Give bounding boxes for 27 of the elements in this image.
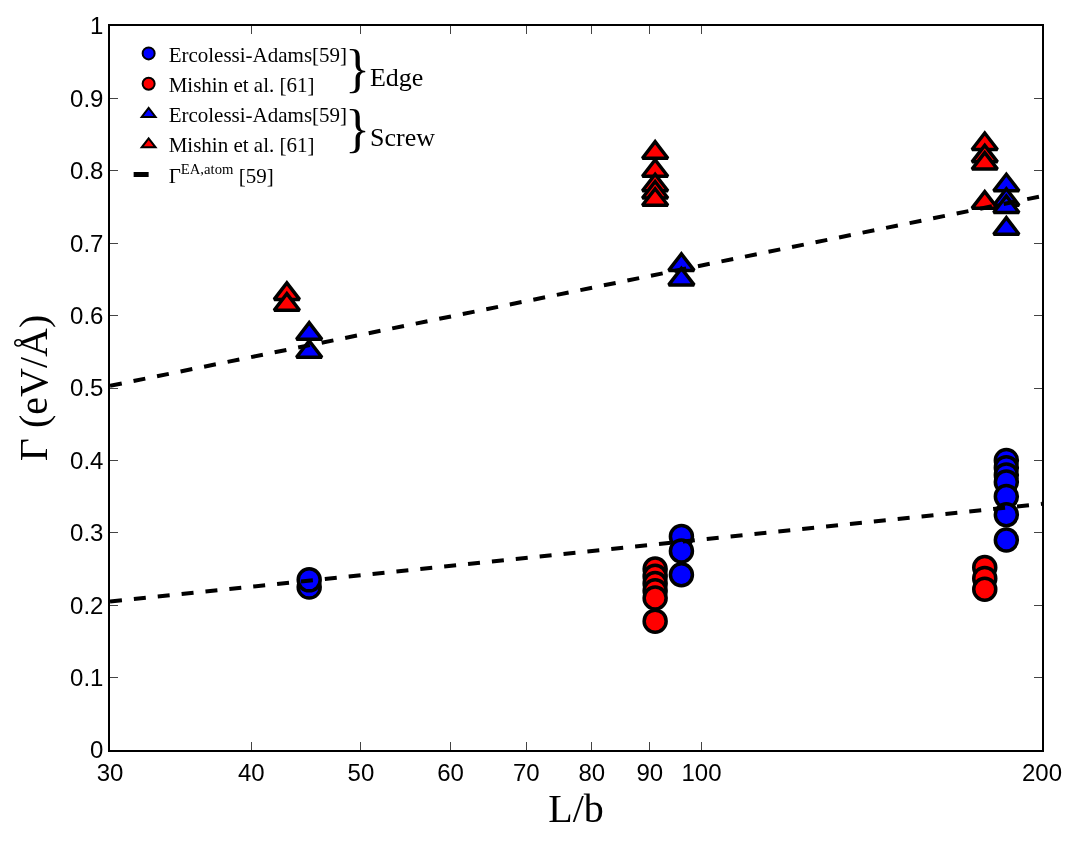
legend-label: Mishin et al. [61] bbox=[168, 72, 315, 97]
annotation: }Screw bbox=[345, 100, 435, 157]
x-tick-label: 80 bbox=[578, 758, 606, 786]
annotation: }Edge bbox=[345, 40, 424, 97]
x-tick-label: 50 bbox=[347, 758, 375, 786]
x-tick-label: 40 bbox=[237, 758, 265, 786]
x-tick-label: 90 bbox=[636, 758, 664, 786]
y-tick-label: 0.1 bbox=[70, 664, 104, 691]
x-tick-label: 100 bbox=[681, 758, 722, 786]
y-tick-label: 0.8 bbox=[70, 157, 104, 185]
legend-label: Γ$^{EA,atom}$ [59] bbox=[168, 160, 274, 188]
y-tick-label: 0.4 bbox=[70, 446, 104, 474]
y-tick-label: 0.7 bbox=[70, 229, 104, 257]
y-tick-label: 1 bbox=[90, 12, 104, 40]
x-tick-label: 200 bbox=[1021, 758, 1063, 786]
x-tick-label: 60 bbox=[437, 758, 464, 786]
y-tick-label: 0.6 bbox=[70, 302, 104, 329]
y-axis-title: Γ (eV/Å) bbox=[11, 314, 57, 462]
legend-label: Ercolessi-Adams[59] bbox=[168, 103, 348, 128]
legend-label: Mishin et al. [61] bbox=[168, 133, 315, 158]
x-tick-label: 70 bbox=[512, 758, 540, 786]
legend-label: Ercolessi-Adams[59] bbox=[168, 42, 348, 67]
y-tick-label: 0.9 bbox=[70, 84, 104, 112]
y-tick-label: 0.5 bbox=[70, 374, 104, 402]
x-axis-title: L/b bbox=[548, 785, 604, 831]
y-tick-label: 0.2 bbox=[70, 591, 104, 619]
y-tick-label: 0.3 bbox=[70, 519, 104, 547]
